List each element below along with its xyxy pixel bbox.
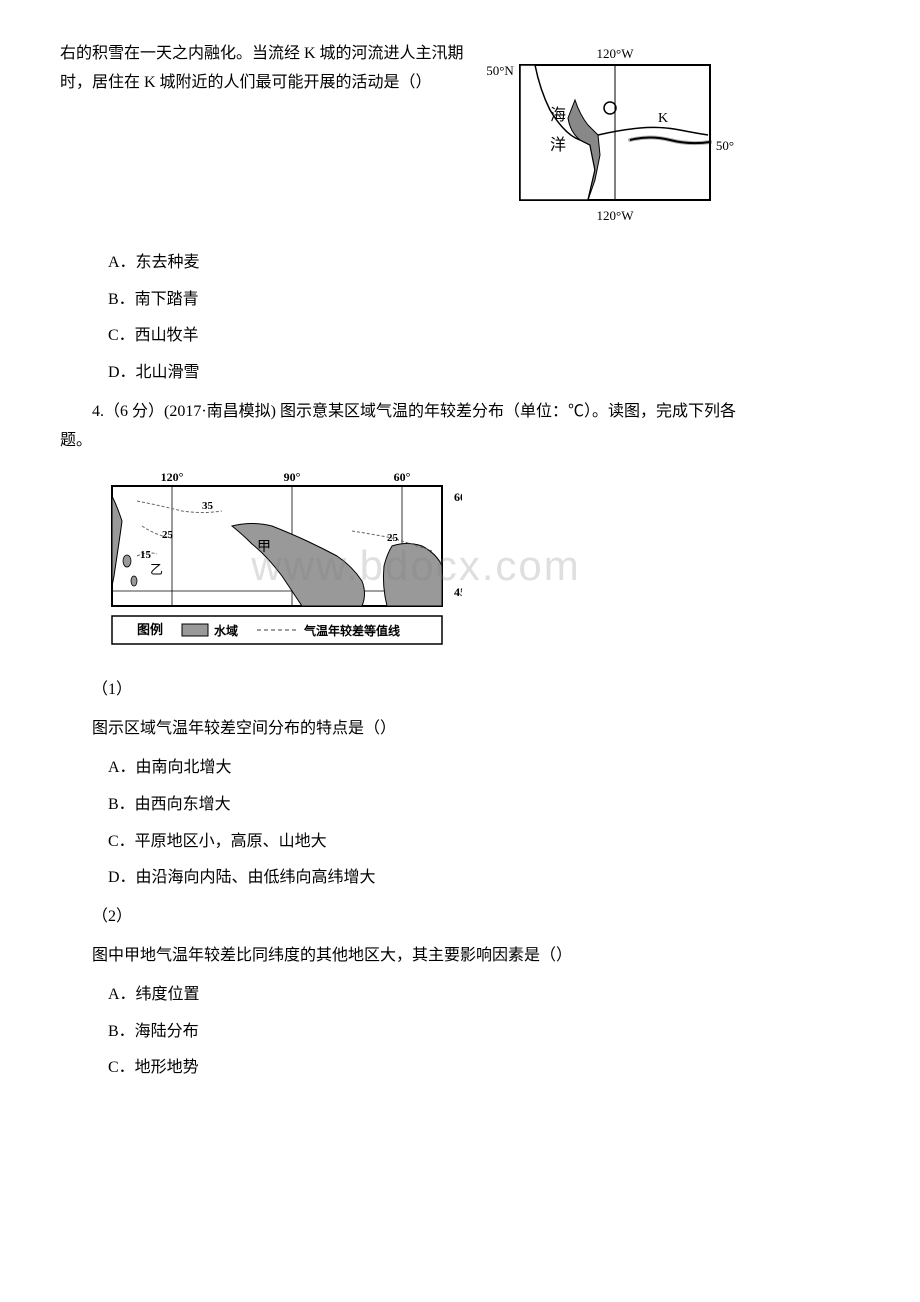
map1-lon-top: 120°W (597, 46, 635, 61)
q3-option-d: D．北山滑雪 (108, 359, 740, 388)
map2-val-35: 35 (202, 500, 214, 512)
map2-lat-60: 60° (454, 490, 462, 504)
map2-lat-45: 45° (454, 585, 462, 599)
map2-val-25b: 25 (387, 532, 399, 544)
map2-legend-line-label: 气温年较差等值线 (303, 623, 400, 638)
map1-lat-left: 50°N (486, 63, 514, 78)
map2-val-15: 15 (140, 549, 152, 561)
q4-sub2-num: （2） (92, 903, 740, 932)
q4-sub2-option-a: A．纬度位置 (108, 981, 740, 1010)
map1-k-label: K (658, 111, 668, 126)
map1-ocean-label1: 海 (550, 106, 566, 124)
map1-svg: 120°W 120°W 50°N 50° K 海 洋 (480, 40, 740, 230)
map2-val-25a: 25 (162, 529, 174, 541)
q3-option-a: A．东去种麦 (108, 249, 740, 278)
q4-sub1-option-c: C．平原地区小，高原、山地大 (108, 828, 740, 857)
q3-option-c: C．西山牧羊 (108, 322, 740, 351)
q4-sub2-option-b: B．海陆分布 (108, 1018, 740, 1047)
q4-sub1-option-a: A．由南向北增大 (108, 754, 740, 783)
q4-sub1-option-d: D．由沿海向内陆、由低纬向高纬增大 (108, 864, 740, 893)
intro-block: 120°W 120°W 50°N 50° K 海 洋 右的积雪在一天之内融化。当… (60, 40, 740, 241)
q4-sub1-num: （1） (92, 676, 740, 705)
map1-ocean-label2: 洋 (550, 136, 566, 154)
map2-legend-water-swatch (182, 624, 208, 636)
map2-legend-water-label: 水域 (214, 623, 238, 638)
map1-lon-bottom: 120°W (597, 208, 635, 223)
q3-option-b: B．南下踏青 (108, 286, 740, 315)
map2-legend-title: 图例 (137, 622, 163, 637)
map2-yi-label: 乙 (150, 562, 163, 577)
intro-text: 右的积雪在一天之内融化。当流经 K 城的河流进人主汛期时，居住在 K 城附近的人… (60, 45, 464, 91)
map2-island2 (131, 576, 137, 586)
map2-lon-120: 120° (161, 470, 184, 484)
q4-sub2-stem: 图中甲地气温年较差比同纬度的其他地区大，其主要影响因素是（） (92, 942, 740, 971)
map2-island1 (123, 555, 131, 567)
map2-svg: 120° 90° 60° 60° 45° 15 25 35 25 甲 乙 图例 … (92, 466, 462, 656)
q4-sub2-option-c: C．地形地势 (108, 1054, 740, 1083)
q4-stem: 4.（6 分）(2017·南昌模拟) 图示意某区域气温的年较差分布（单位：℃）。… (60, 398, 740, 456)
q4-sub1-option-b: B．由西向东增大 (108, 791, 740, 820)
map2-lon-60: 60° (394, 470, 411, 484)
map1-lat-right: 50° (716, 138, 734, 153)
map2-lon-90: 90° (284, 470, 301, 484)
map2-jia-label: 甲 (257, 540, 271, 555)
map-figure-2: www.bdocx.com 120° 90° 60° 60° 45° 15 25… (92, 466, 740, 667)
q4-sub1-stem: 图示区域气温年较差空间分布的特点是（） (92, 715, 740, 744)
map-figure-1: 120°W 120°W 50°N 50° K 海 洋 (480, 40, 740, 241)
